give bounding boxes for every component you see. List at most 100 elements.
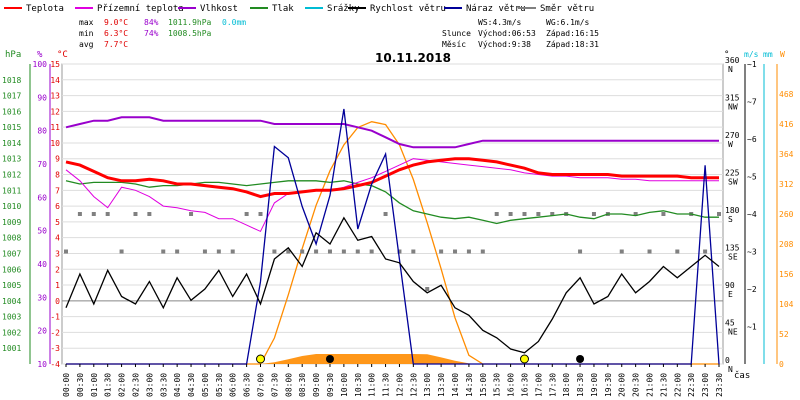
moon-marker	[325, 355, 334, 363]
tick-direction: 135	[725, 244, 740, 253]
direction-point	[272, 249, 277, 254]
tick-wind: ~3	[747, 248, 757, 257]
x-tick-label: 04:00	[173, 373, 182, 397]
direction-point	[397, 249, 402, 254]
stat-max-label: max	[79, 18, 94, 27]
x-tick-label: 09:00	[312, 373, 321, 397]
x-tick-label: 12:00	[395, 373, 404, 397]
tick-humidity: 50	[37, 227, 47, 236]
tick-pressure: 1004	[2, 297, 21, 306]
x-tick-label: 10:30	[354, 373, 363, 397]
tick-temperature: -2	[50, 328, 60, 337]
direction-point	[578, 249, 583, 254]
stats-panel: max 9.0°C 84% 1011.9hPa 0.0mm min 6.3°C …	[79, 18, 599, 49]
direction-point	[314, 249, 319, 254]
tick-wind: ~5	[747, 173, 757, 182]
x-tick-label: 21:30	[659, 373, 668, 397]
tick-humidity: 30	[37, 293, 47, 302]
tick-direction-label: NW	[728, 103, 738, 112]
tick-temperature: -1	[50, 313, 60, 322]
tick-direction-label: SE	[728, 253, 738, 262]
x-tick-label: 04:30	[187, 373, 196, 397]
x-tick-label: 01:00	[90, 373, 99, 397]
direction-point	[494, 212, 499, 216]
series-gust	[66, 108, 720, 365]
tick-temperature: 13	[50, 92, 60, 101]
tick-solar: 156	[779, 270, 794, 279]
tick-humidity: 40	[37, 260, 47, 269]
x-tick-label: 19:00	[590, 373, 599, 397]
tick-temperature: 0	[55, 297, 60, 306]
direction-point	[425, 287, 430, 291]
tick-pressure: 1014	[2, 139, 21, 148]
x-tick-label: 11:00	[368, 373, 377, 397]
tick-temperature: 7	[55, 186, 60, 195]
x-tick-label: 09:30	[326, 373, 335, 397]
series-solar-area	[66, 354, 719, 364]
tick-direction: 315	[725, 94, 740, 103]
series-wind-speed	[65, 216, 720, 354]
direction-point	[717, 212, 721, 216]
tick-pressure: 1012	[2, 171, 21, 180]
direction-point	[508, 212, 513, 216]
stat-max-rain: 0.0mm	[222, 18, 246, 27]
stat-max-hum: 84%	[144, 18, 159, 27]
stat-sun-label: Slunce	[442, 29, 471, 38]
direction-point	[216, 249, 221, 254]
tick-temperature: 10	[50, 139, 60, 148]
axis-unit-labels: hPa % °C ° m/s mm W čas	[5, 50, 785, 381]
unit-hpa: hPa	[5, 50, 21, 60]
tick-pressure: 1013	[2, 155, 21, 164]
direction-point	[133, 212, 138, 216]
tick-humidity: 70	[37, 160, 47, 169]
x-tick-label: 14:00	[451, 373, 460, 397]
direction-point	[244, 212, 249, 216]
x-tick-label: 07:00	[257, 373, 266, 397]
tick-solar: 104	[779, 300, 794, 309]
tick-temperature: 6	[55, 202, 60, 211]
direction-point	[119, 249, 124, 254]
x-tick-label: 14:30	[465, 373, 474, 397]
direction-point	[536, 212, 541, 216]
tick-direction: 0	[725, 356, 730, 365]
axes: 1018101710161015101410131012101110101009…	[2, 56, 794, 374]
x-tick-label: 23:30	[715, 373, 724, 397]
tick-temperature: 15	[50, 60, 60, 69]
direction-point	[161, 249, 166, 254]
x-tick-label: 18:30	[576, 373, 585, 397]
tick-pressure: 1002	[2, 328, 21, 337]
stat-avg-label: avg	[79, 40, 94, 49]
tick-wind: ~6	[747, 135, 757, 144]
direction-point	[77, 212, 82, 216]
tick-pressure: 1017	[2, 92, 21, 101]
direction-point	[619, 249, 624, 254]
tick-direction: 45	[725, 319, 735, 328]
tick-pressure: 1016	[2, 107, 21, 116]
sun-marker	[256, 354, 266, 364]
series-pressure	[65, 180, 719, 225]
legend-label: Směr větru	[540, 4, 594, 14]
x-tick-label: 05:00	[201, 373, 210, 397]
legend-label: Srážky	[327, 4, 360, 14]
tick-temperature: 3	[55, 249, 60, 258]
tick-solar: 52	[779, 330, 789, 339]
tick-temperature: 5	[55, 218, 60, 227]
x-tick-label: 22:00	[673, 373, 682, 397]
tick-pressure: 1009	[2, 218, 21, 227]
tick-temperature: 14	[50, 76, 60, 85]
series-humidity	[65, 116, 719, 149]
tick-solar: 416	[779, 120, 794, 129]
x-tick-label: 20:00	[618, 373, 627, 397]
direction-point	[480, 249, 485, 254]
tick-pressure: 1001	[2, 344, 21, 353]
tick-pressure: 1015	[2, 123, 21, 132]
tick-temperature: 1	[55, 281, 60, 290]
tick-pressure: 1010	[2, 202, 21, 211]
x-tick-label: 19:30	[604, 373, 613, 397]
tick-direction: 360	[725, 56, 740, 65]
tick-direction-label: W	[728, 140, 733, 149]
stat-max-press: 1011.9hPa	[168, 18, 212, 27]
x-tick-label: 15:00	[479, 373, 488, 397]
unit-w: W	[780, 50, 785, 59]
direction-point	[105, 212, 110, 216]
